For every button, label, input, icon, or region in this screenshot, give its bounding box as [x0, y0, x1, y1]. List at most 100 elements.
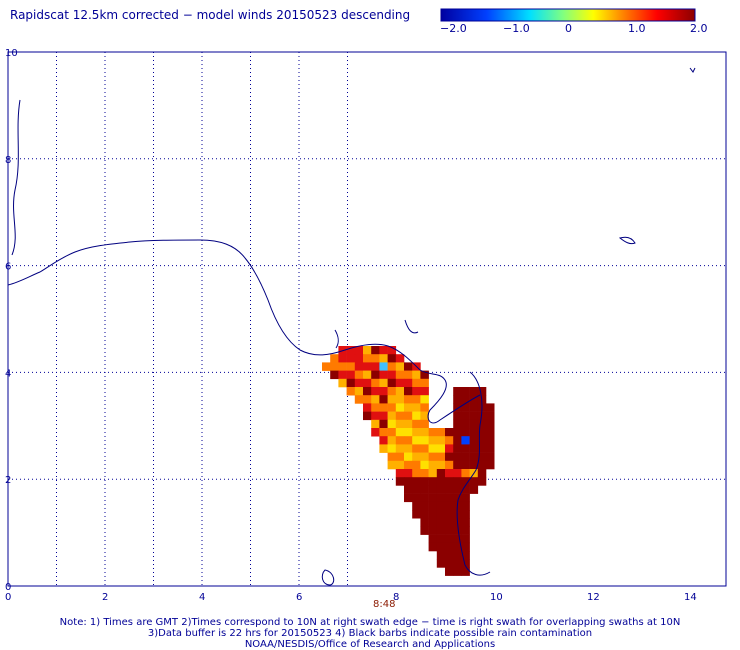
wind-cell [420, 460, 429, 470]
wind-cell [354, 387, 364, 396]
wind-cell [453, 419, 462, 429]
y-tick-label: 6 [5, 262, 11, 273]
wind-cell [436, 534, 446, 544]
wind-cell [461, 501, 470, 511]
wind-cell [469, 419, 479, 429]
x-tick-label: 10 [490, 592, 503, 603]
wind-cell [428, 452, 438, 462]
wind-cell [453, 526, 462, 535]
wind-cell [412, 370, 421, 380]
wind-cell [486, 436, 495, 445]
wind-cell [404, 452, 413, 462]
wind-cell [461, 444, 470, 453]
wind-cell [412, 403, 421, 412]
wind-cell [436, 428, 446, 437]
wind-cell [354, 395, 364, 404]
wind-cell [379, 436, 388, 445]
wind-cell [469, 395, 479, 404]
wind-cell [486, 444, 495, 453]
wind-cell [346, 362, 356, 371]
wind-cell [395, 419, 405, 429]
wind-cell [436, 477, 446, 486]
wind-cell [354, 378, 364, 388]
wind-cell [420, 510, 429, 519]
wind-cell [461, 493, 470, 503]
wind-cell [420, 370, 429, 380]
swath-time-label: 8:48 [373, 599, 395, 610]
wind-cell [461, 485, 470, 494]
wind-cell [338, 370, 347, 380]
wind-cell [379, 354, 388, 363]
wind-cell [412, 411, 421, 421]
wind-cell [420, 403, 429, 412]
wind-cell [461, 452, 470, 462]
wind-cell [477, 428, 487, 437]
wind-cell [379, 378, 388, 388]
wind-cell [412, 501, 421, 511]
wind-cell [363, 411, 372, 421]
wind-cell [412, 452, 421, 462]
wind-cell [453, 395, 462, 404]
wind-cell [387, 452, 397, 462]
wind-cell [453, 551, 462, 560]
wind-cell [428, 518, 438, 527]
wind-cell [436, 444, 446, 453]
wind-cell [379, 346, 388, 355]
y-tick-label: 8 [5, 155, 11, 166]
x-tick-label: 0 [5, 592, 11, 603]
wind-cell [395, 362, 405, 371]
wind-cell [346, 346, 356, 355]
wind-cell [412, 419, 421, 429]
wind-cell [354, 354, 364, 363]
wind-cell [453, 542, 462, 552]
wind-cell [436, 452, 446, 462]
wind-cell [461, 411, 470, 421]
wind-cell [387, 403, 397, 412]
wind-cell [445, 559, 454, 568]
wind-cell [354, 346, 364, 355]
wind-cell [412, 436, 421, 445]
x-axis-labels: 0 2 4 6 8 10 12 14 [5, 592, 697, 603]
grid-lines [8, 51, 726, 586]
wind-cell [371, 403, 380, 412]
wind-cell [445, 469, 454, 478]
wind-cell [428, 436, 438, 445]
wind-cell [404, 395, 413, 404]
y-tick-label: 0 [5, 582, 11, 593]
wind-cell [387, 387, 397, 396]
wind-cell [379, 370, 388, 380]
wind-cell [477, 452, 487, 462]
wind-cell [477, 469, 487, 478]
wind-cell [354, 370, 364, 380]
wind-cell [420, 493, 429, 503]
y-tick-label: 2 [5, 475, 11, 486]
wind-cell [453, 387, 462, 396]
wind-cell [363, 354, 372, 363]
wind-cell [404, 428, 413, 437]
wind-cell [412, 395, 421, 404]
wind-cell [469, 460, 479, 470]
wind-cell [469, 411, 479, 421]
wind-cell [461, 542, 470, 552]
wind-cell [461, 387, 470, 396]
wind-cell [420, 378, 429, 388]
wind-cell [404, 370, 413, 380]
wind-cell [330, 370, 339, 380]
wind-cell [371, 395, 380, 404]
wind-cell [436, 501, 446, 511]
wind-cell [363, 346, 372, 355]
wind-cell [453, 428, 462, 437]
wind-cell [395, 354, 405, 363]
wind-cell [428, 444, 438, 453]
wind-cell [461, 526, 470, 535]
wind-cell [428, 526, 438, 535]
wind-cell [395, 452, 405, 462]
wind-cell [477, 460, 487, 470]
footnote-line-1: Note: 1) Times are GMT 2)Times correspon… [59, 617, 681, 628]
wind-cell [436, 460, 446, 470]
wind-cell [420, 419, 429, 429]
wind-cell [428, 428, 438, 437]
wind-cell [477, 444, 487, 453]
map-title: Rapidscat 12.5km corrected − model winds… [10, 8, 411, 22]
